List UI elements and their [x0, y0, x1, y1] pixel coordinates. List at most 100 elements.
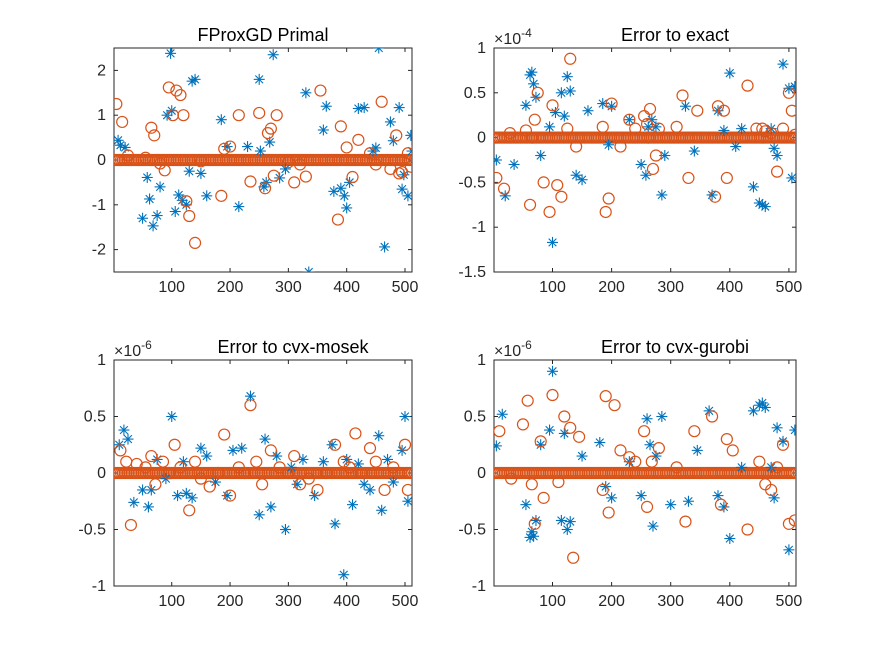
data-point-asterisk	[682, 495, 694, 507]
data-point-circle	[573, 430, 586, 443]
y-tick-label: 1	[477, 40, 486, 57]
data-point-asterisk	[547, 365, 559, 377]
y-tick-label: 0	[477, 465, 486, 482]
data-point-circle	[645, 455, 658, 468]
data-point-circle	[273, 461, 286, 474]
data-point-circle	[223, 140, 237, 153]
data-point-circle	[782, 517, 796, 530]
data-point-circle	[494, 171, 503, 185]
data-point-circle	[218, 142, 231, 155]
data-point-circle	[215, 189, 228, 202]
y-tick-label: 0.5	[84, 409, 106, 426]
data-point-circle	[267, 169, 280, 182]
data-point-asterisk	[236, 442, 248, 454]
data-point-circle	[519, 124, 533, 137]
data-point-asterisk	[326, 439, 338, 451]
data-point-circle	[343, 461, 356, 474]
data-point-asterisk	[358, 102, 370, 114]
data-point-asterisk	[259, 433, 271, 445]
data-point-circle	[788, 128, 796, 142]
data-point-asterisk	[508, 158, 520, 170]
data-point-asterisk	[600, 481, 612, 493]
data-point-circle	[546, 388, 559, 402]
x-tick-label: 100	[539, 593, 566, 610]
data-point-asterisk	[402, 190, 412, 202]
data-point-asterisk	[496, 408, 508, 420]
subplot-1: 100 200 300 400 500 -2 -1 0 1 2 FProxGD Primal	[92, 25, 419, 296]
x-tick-label: 300	[657, 593, 684, 610]
data-point-circle	[726, 444, 739, 457]
zero-marker	[405, 466, 412, 480]
data-point-asterisk	[338, 190, 350, 202]
data-point-asterisk	[379, 241, 391, 253]
data-point-asterisk	[253, 73, 265, 85]
plot-area	[114, 390, 412, 581]
subplot-2: 100 200 300 400 500 -1.5 -1 -0.5 0 0.5 1 Error to e…	[458, 25, 802, 296]
data-point-circle	[352, 133, 365, 146]
data-point-circle	[765, 483, 778, 497]
data-point-asterisk	[635, 158, 647, 170]
chart-title: Error to exact	[621, 25, 729, 45]
data-point-asterisk	[141, 171, 153, 183]
data-point-circle	[567, 551, 580, 564]
data-point-circle	[649, 149, 663, 162]
data-point-circle	[264, 444, 277, 457]
data-point-circle	[741, 79, 754, 92]
data-point-circle	[682, 171, 695, 185]
data-point-circle	[314, 84, 327, 97]
data-point-asterisk	[558, 110, 570, 122]
data-point-circle	[516, 418, 530, 431]
axes-frame	[493, 47, 797, 273]
data-point-circle	[393, 466, 406, 480]
data-point-asterisk	[137, 212, 149, 224]
data-point-circle	[162, 466, 175, 480]
data-point-circle	[218, 428, 231, 441]
data-point-asterisk	[242, 141, 254, 153]
data-point-asterisk	[549, 107, 561, 119]
data-point-asterisk	[144, 193, 156, 205]
data-point-circle	[534, 435, 547, 448]
data-point-circle	[676, 89, 689, 102]
data-point-asterisk	[759, 401, 771, 413]
data-point-circle	[640, 500, 654, 513]
data-point-asterisk	[279, 163, 291, 175]
data-point-circle	[505, 472, 518, 485]
data-point-asterisk	[373, 430, 385, 442]
data-point-asterisk	[494, 154, 502, 166]
data-point-circle	[741, 523, 754, 536]
data-point-asterisk	[279, 524, 291, 535]
data-point-circle	[523, 198, 537, 211]
data-point-asterisk	[195, 442, 207, 454]
data-point-asterisk	[173, 189, 185, 201]
data-point-circle	[759, 125, 772, 138]
data-point-circle	[602, 506, 615, 519]
x-tick-label: 300	[275, 593, 302, 610]
data-point-circle	[183, 504, 196, 517]
data-point-circle	[638, 425, 651, 438]
x-tick-label: 500	[776, 593, 803, 610]
data-point-asterisk	[297, 453, 309, 465]
data-point-asterisk	[402, 495, 412, 507]
y-tick-label: 0.5	[464, 409, 486, 426]
data-point-circle	[753, 455, 766, 468]
x-tick-label: 400	[333, 593, 360, 610]
data-point-asterisk	[384, 116, 396, 128]
data-point-circle	[531, 86, 544, 99]
x-tick-label: 200	[598, 279, 625, 296]
data-point-circle	[293, 478, 307, 491]
data-point-circle	[158, 164, 171, 177]
data-point-asterisk	[656, 189, 668, 201]
data-point-circle	[643, 102, 657, 116]
data-point-asterisk	[783, 544, 795, 556]
data-point-circle	[188, 236, 202, 249]
data-point-circle	[555, 190, 568, 203]
subplot-3: 100 200 300 400 500 -1 -0.5 0 0.5 1 Error to cvx-m…	[78, 337, 418, 610]
data-point-asterisk	[564, 85, 576, 97]
data-point-circle	[183, 209, 196, 223]
data-point-circle	[369, 158, 382, 171]
data-point-circle	[714, 498, 728, 511]
data-point-circle	[543, 205, 556, 219]
data-point-circle	[629, 122, 642, 135]
plot-area	[494, 365, 796, 564]
data-point-asterisk	[215, 114, 227, 126]
